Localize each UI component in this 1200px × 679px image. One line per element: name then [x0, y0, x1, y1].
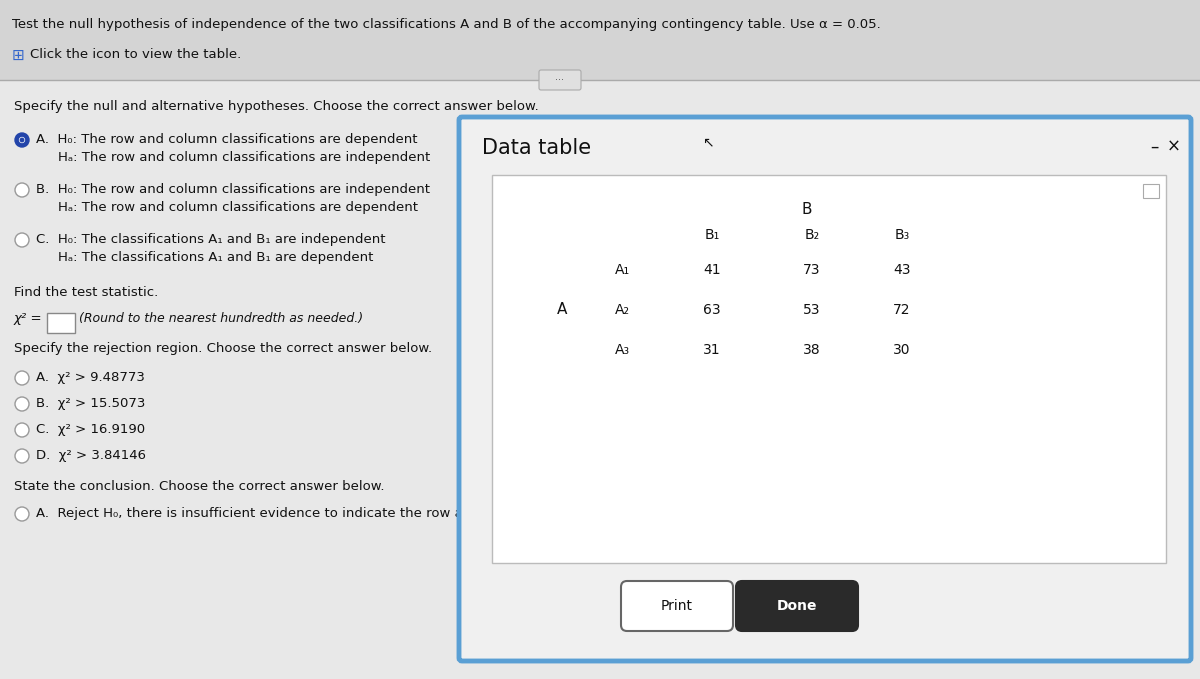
Circle shape	[14, 233, 29, 247]
Text: A: A	[557, 303, 568, 318]
Text: 73: 73	[803, 263, 821, 277]
Text: ⊞: ⊞	[12, 48, 25, 63]
Text: –: –	[1150, 138, 1158, 156]
Text: A.  χ² > 9.48773: A. χ² > 9.48773	[36, 371, 145, 384]
Text: Specify the null and alternative hypotheses. Choose the correct answer below.: Specify the null and alternative hypothe…	[14, 100, 539, 113]
FancyBboxPatch shape	[622, 581, 733, 631]
Circle shape	[14, 423, 29, 437]
Text: D.  χ² > 3.84146: D. χ² > 3.84146	[36, 449, 146, 462]
Text: State the conclusion. Choose the correct answer below.: State the conclusion. Choose the correct…	[14, 480, 384, 493]
FancyBboxPatch shape	[492, 175, 1166, 563]
Text: B₁: B₁	[704, 228, 720, 242]
Text: ↖: ↖	[702, 135, 714, 149]
Text: Click the icon to view the table.: Click the icon to view the table.	[30, 48, 241, 61]
Circle shape	[14, 133, 29, 147]
Text: C.  χ² > 16.9190: C. χ² > 16.9190	[36, 423, 145, 436]
Text: (Round to the nearest hundredth as needed.): (Round to the nearest hundredth as neede…	[79, 312, 364, 325]
FancyBboxPatch shape	[736, 581, 858, 631]
Circle shape	[14, 449, 29, 463]
Text: Test the null hypothesis of independence of the two classifications A and B of t: Test the null hypothesis of independence…	[12, 18, 881, 31]
Text: Data table: Data table	[482, 138, 592, 158]
Circle shape	[14, 183, 29, 197]
FancyBboxPatch shape	[1142, 184, 1159, 198]
Text: ×: ×	[1168, 138, 1181, 156]
Text: 43: 43	[893, 263, 911, 277]
Text: B.  χ² > 15.5073: B. χ² > 15.5073	[36, 397, 145, 410]
Text: C.  H₀: The classifications A₁ and B₁ are independent: C. H₀: The classifications A₁ and B₁ are…	[36, 233, 385, 246]
Text: ···: ···	[556, 75, 564, 85]
Text: 53: 53	[803, 303, 821, 317]
Text: 31: 31	[703, 343, 721, 357]
Text: A₃: A₃	[614, 343, 630, 357]
Circle shape	[19, 137, 25, 143]
Text: 38: 38	[803, 343, 821, 357]
Circle shape	[19, 138, 24, 143]
Text: Hₐ: The row and column classifications are dependent: Hₐ: The row and column classifications a…	[58, 201, 418, 214]
Text: B.  H₀: The row and column classifications are independent: B. H₀: The row and column classification…	[36, 183, 430, 196]
Text: B₃: B₃	[894, 228, 910, 242]
Text: B₂: B₂	[804, 228, 820, 242]
Text: A.  Reject H₀, there is insufficient evidence to indicate the row and column cla: A. Reject H₀, there is insufficient evid…	[36, 507, 810, 520]
FancyBboxPatch shape	[0, 0, 1200, 80]
FancyBboxPatch shape	[539, 70, 581, 90]
Text: 41: 41	[703, 263, 721, 277]
Text: Hₐ: The classifications A₁ and B₁ are dependent: Hₐ: The classifications A₁ and B₁ are de…	[58, 251, 373, 264]
Text: A₂: A₂	[614, 303, 630, 317]
FancyBboxPatch shape	[0, 80, 1200, 679]
Circle shape	[14, 507, 29, 521]
Text: Print: Print	[661, 599, 694, 613]
Text: A.  H₀: The row and column classifications are dependent: A. H₀: The row and column classification…	[36, 133, 418, 146]
Circle shape	[14, 397, 29, 411]
Text: 72: 72	[893, 303, 911, 317]
Text: 63: 63	[703, 303, 721, 317]
Text: χ² =: χ² =	[14, 312, 43, 325]
FancyBboxPatch shape	[47, 313, 74, 333]
Text: Specify the rejection region. Choose the correct answer below.: Specify the rejection region. Choose the…	[14, 342, 432, 355]
Text: Done: Done	[776, 599, 817, 613]
Text: Hₐ: The row and column classifications are independent: Hₐ: The row and column classifications a…	[58, 151, 431, 164]
Circle shape	[14, 371, 29, 385]
Text: A₁: A₁	[614, 263, 630, 277]
Text: B: B	[802, 202, 812, 217]
Text: Find the test statistic.: Find the test statistic.	[14, 286, 158, 299]
Text: 30: 30	[893, 343, 911, 357]
FancyBboxPatch shape	[458, 117, 1190, 661]
